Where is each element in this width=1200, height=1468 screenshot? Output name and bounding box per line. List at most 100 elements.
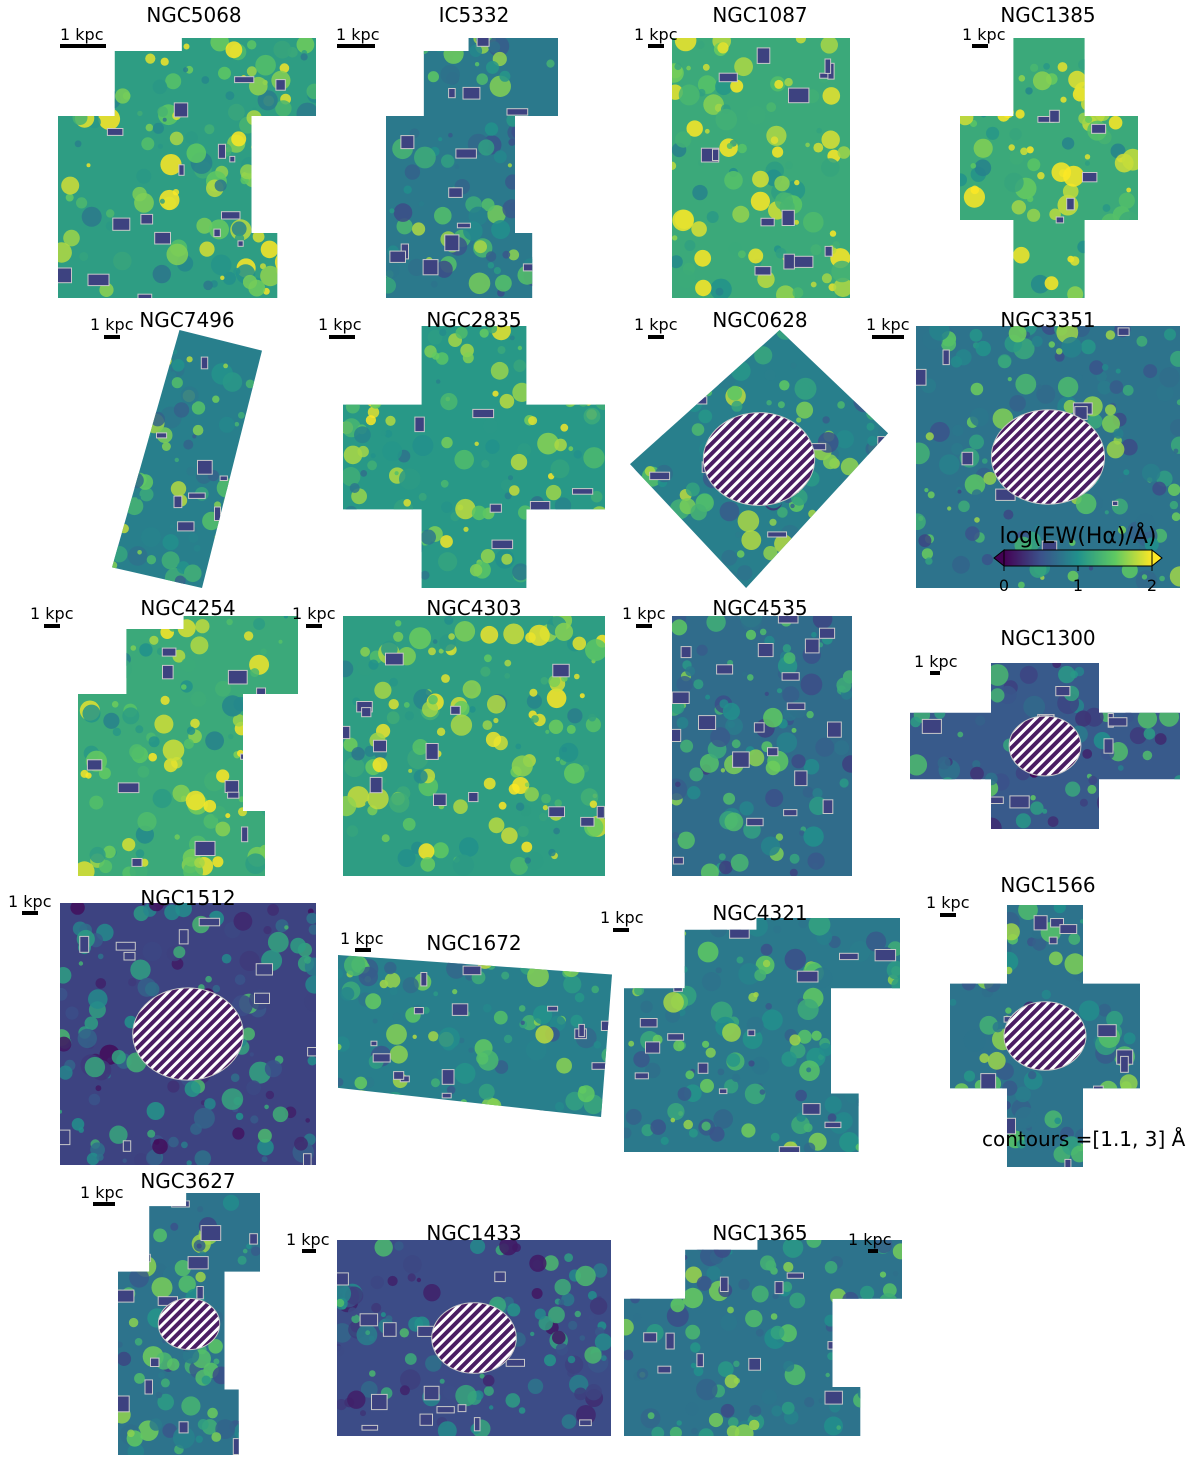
galaxy-panel: NGC4254 1 kpc bbox=[30, 596, 298, 876]
panel-title: NGC3351 bbox=[1000, 308, 1095, 332]
galaxy-panel: NGC1087 1 kpc bbox=[634, 3, 850, 298]
scale-bar-label: 1 kpc bbox=[962, 25, 1005, 44]
colorbar-tick-2: 2 bbox=[1147, 576, 1157, 595]
ew-halpha-map bbox=[910, 663, 1180, 829]
hatched-region bbox=[431, 1302, 517, 1374]
scale-bar-label: 1 kpc bbox=[914, 652, 957, 671]
scale-bar bbox=[636, 624, 652, 628]
galaxy-panel: NGC0628 1 kpc bbox=[630, 308, 888, 588]
scale-bar-label: 1 kpc bbox=[90, 315, 133, 334]
hatched-region bbox=[1008, 715, 1082, 777]
galaxy-panel: IC5332 1 kpc bbox=[336, 3, 558, 298]
scale-bar-label: 1 kpc bbox=[926, 893, 969, 912]
scale-bar-label: 1 kpc bbox=[292, 604, 335, 623]
scale-bar bbox=[868, 1249, 878, 1253]
ew-halpha-map bbox=[630, 330, 888, 588]
panel-title: NGC1433 bbox=[426, 1221, 521, 1245]
panel-title: NGC0628 bbox=[712, 308, 807, 332]
scale-bar bbox=[930, 671, 940, 675]
scale-bar-label: 1 kpc bbox=[30, 604, 73, 623]
ew-halpha-map bbox=[672, 38, 850, 298]
panel-title: NGC1087 bbox=[712, 3, 807, 27]
ew-halpha-map bbox=[78, 616, 298, 876]
scale-bar bbox=[60, 44, 106, 48]
panel-title: NGC1300 bbox=[1000, 626, 1095, 650]
scale-bar bbox=[872, 335, 904, 339]
panel-title: NGC2835 bbox=[426, 308, 521, 332]
scale-bar-label: 1 kpc bbox=[634, 25, 677, 44]
galaxy-panel: NGC1300 1 kpc bbox=[910, 626, 1180, 829]
panel-title: NGC7496 bbox=[139, 308, 234, 332]
scale-bar bbox=[329, 335, 355, 339]
scale-bar-label: 1 kpc bbox=[340, 929, 383, 948]
colorbar-label: log(EW(Hα)/Å) bbox=[999, 522, 1156, 549]
galaxy-panel: NGC4303 1 kpc bbox=[292, 596, 605, 876]
ew-halpha-map bbox=[916, 326, 1180, 588]
scale-bar bbox=[104, 335, 120, 339]
galaxy-panel: NGC1672 1 kpc bbox=[338, 929, 612, 1117]
scale-bar bbox=[355, 948, 371, 952]
panel-title: NGC4321 bbox=[712, 901, 807, 925]
scale-bar bbox=[337, 44, 375, 48]
galaxy-panel: NGC4535 1 kpc bbox=[622, 596, 852, 876]
scale-bar-label: 1 kpc bbox=[848, 1230, 891, 1249]
ew-halpha-map bbox=[337, 1240, 611, 1436]
contour-levels-note: contours =[1.1, 3] Å bbox=[982, 1127, 1186, 1151]
panel-title: NGC3627 bbox=[140, 1169, 235, 1193]
ew-halpha-map bbox=[112, 330, 262, 588]
scale-bar bbox=[648, 335, 664, 339]
galaxy-panel: NGC4321 1 kpc bbox=[600, 901, 900, 1152]
ew-halpha-map bbox=[118, 1193, 260, 1455]
panel-title: NGC4303 bbox=[426, 596, 521, 620]
panel-title: IC5332 bbox=[439, 3, 510, 27]
panel-title: NGC5068 bbox=[146, 3, 241, 27]
panel-title: NGC4535 bbox=[712, 596, 807, 620]
colorbar-tick-1: 1 bbox=[1073, 576, 1083, 595]
hatched-region bbox=[990, 409, 1106, 505]
scale-bar bbox=[22, 911, 38, 915]
scale-bar bbox=[648, 44, 664, 48]
panel-title: NGC1672 bbox=[426, 931, 521, 955]
ew-halpha-map bbox=[624, 1240, 902, 1436]
hatched-region bbox=[132, 987, 244, 1081]
ew-halpha-map bbox=[57, 38, 316, 298]
scale-bar bbox=[306, 624, 322, 628]
colorbar-tick-0: 0 bbox=[999, 576, 1009, 595]
galaxy-panel: NGC5068 1 kpc bbox=[57, 3, 316, 298]
scale-bar bbox=[940, 913, 956, 917]
galaxy-panel: NGC3351 1 kpc bbox=[866, 308, 1180, 588]
galaxy-panel: NGC1433 1 kpc bbox=[286, 1221, 611, 1436]
panel-title: NGC1365 bbox=[712, 1221, 807, 1245]
panel-title: NGC4254 bbox=[140, 596, 235, 620]
scale-bar-label: 1 kpc bbox=[622, 604, 665, 623]
scale-bar-label: 1 kpc bbox=[80, 1183, 123, 1202]
scale-bar-label: 1 kpc bbox=[600, 908, 643, 927]
ew-halpha-map bbox=[672, 616, 852, 876]
scale-bar-label: 1 kpc bbox=[634, 315, 677, 334]
hatched-region bbox=[702, 412, 816, 506]
scale-bar bbox=[93, 1202, 115, 1206]
scale-bar-label: 1 kpc bbox=[8, 892, 51, 911]
galaxy-panel: NGC2835 1 kpc bbox=[318, 308, 605, 588]
scale-bar-label: 1 kpc bbox=[336, 25, 379, 44]
galaxy-panel: NGC7496 1 kpc bbox=[90, 308, 262, 588]
galaxy-panel: NGC3627 1 kpc bbox=[80, 1169, 260, 1455]
colorbar: log(EW(Hα)/Å) 0 1 2 bbox=[993, 522, 1163, 595]
colorbar-gradient bbox=[1003, 549, 1153, 567]
ew-halpha-map bbox=[959, 38, 1138, 298]
scale-bar-label: 1 kpc bbox=[318, 315, 361, 334]
scale-bar bbox=[44, 624, 60, 628]
ew-halpha-map bbox=[60, 903, 316, 1165]
scale-bar bbox=[972, 44, 988, 48]
scale-bar-label: 1 kpc bbox=[60, 25, 103, 44]
ew-halpha-map bbox=[343, 326, 605, 588]
panel-title: NGC1385 bbox=[1000, 3, 1095, 27]
ew-halpha-map bbox=[338, 955, 612, 1117]
scale-bar-label: 1 kpc bbox=[866, 315, 909, 334]
panel-title: NGC1512 bbox=[140, 886, 235, 910]
scale-bar-label: 1 kpc bbox=[286, 1230, 329, 1249]
galaxy-panel: NGC1365 1 kpc bbox=[624, 1221, 902, 1436]
ew-halpha-map bbox=[386, 38, 558, 298]
ew-halpha-map bbox=[624, 918, 900, 1152]
